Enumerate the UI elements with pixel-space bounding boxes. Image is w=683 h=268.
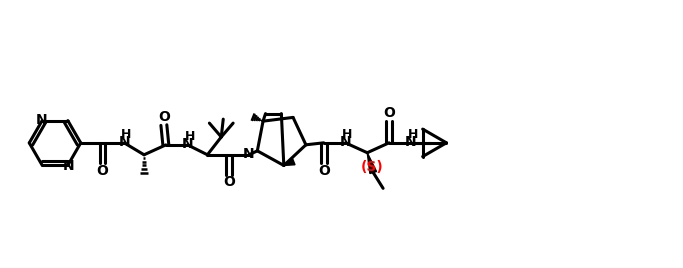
- Polygon shape: [367, 153, 376, 173]
- Text: O: O: [96, 164, 109, 178]
- Text: N: N: [182, 137, 193, 151]
- Text: O: O: [383, 106, 395, 120]
- Text: N: N: [118, 135, 130, 149]
- Text: H: H: [184, 131, 195, 143]
- Text: N: N: [405, 135, 417, 149]
- Text: N: N: [339, 135, 351, 149]
- Text: O: O: [223, 176, 235, 189]
- Text: (S): (S): [361, 159, 384, 174]
- Text: N: N: [36, 113, 47, 127]
- Text: H: H: [342, 128, 352, 142]
- Text: H: H: [408, 128, 418, 142]
- Text: O: O: [158, 110, 170, 124]
- Text: N: N: [243, 147, 255, 161]
- Text: H: H: [121, 128, 131, 142]
- Text: N: N: [63, 159, 74, 173]
- Polygon shape: [284, 158, 295, 165]
- Text: O: O: [318, 163, 330, 177]
